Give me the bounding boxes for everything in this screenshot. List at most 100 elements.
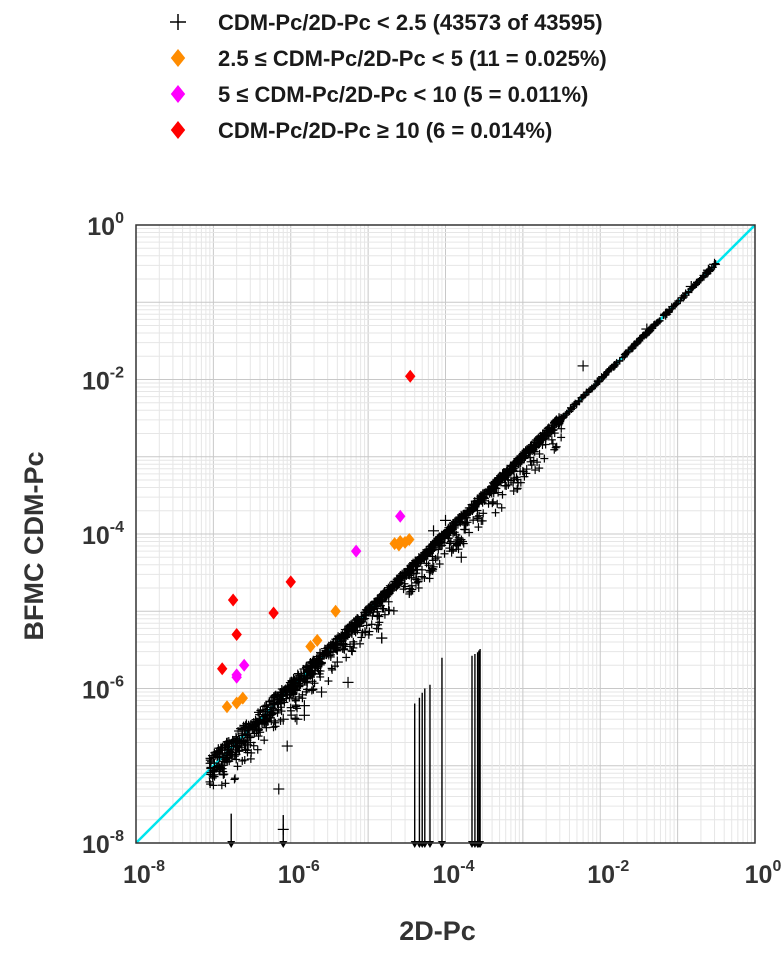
cloud-point: [253, 745, 262, 754]
cloud-point: [269, 698, 278, 707]
cloud-point: [291, 681, 300, 690]
cloud-point: [498, 490, 507, 499]
outlier-point: [298, 709, 310, 721]
cloud-point: [534, 440, 543, 449]
cloud-point: [422, 559, 431, 568]
cloud-point: [494, 488, 503, 497]
cloud-point: [712, 260, 720, 268]
y-tick-label: 10-4: [82, 519, 124, 550]
cloud-point: [307, 686, 316, 695]
cloud-point: [513, 475, 522, 484]
cloud-point: [384, 590, 393, 599]
outlier-point: [702, 264, 714, 276]
outlier-point: [577, 360, 589, 372]
cloud-point: [324, 677, 333, 686]
cloud-point: [351, 621, 360, 630]
cloud-point: [489, 497, 498, 506]
diamond-point: [231, 670, 242, 684]
cloud-point: [616, 357, 624, 365]
cloud-point: [210, 759, 219, 768]
legend-marker: [170, 49, 186, 67]
cloud-point: [250, 729, 259, 738]
legend-label: CDM-Pc/2D-Pc < 2.5 (43573 of 43595): [218, 10, 603, 35]
cloud-point: [592, 380, 600, 388]
cloud-point: [480, 494, 489, 503]
cloud-point: [346, 642, 355, 651]
x-tick-label: 10-8: [123, 858, 165, 889]
cloud-point: [215, 748, 224, 757]
outlier-point: [291, 713, 303, 725]
cloud-point: [314, 655, 323, 664]
cloud-point: [419, 550, 428, 559]
cloud-point: [333, 646, 342, 655]
cloud-point: [593, 377, 601, 385]
cloud-point: [262, 723, 271, 732]
cloud-point: [332, 639, 341, 648]
cloud-point: [497, 503, 506, 512]
diamond-point: [268, 606, 279, 620]
cloud-point: [435, 539, 444, 548]
cloud-point: [535, 449, 544, 458]
outlier-point: [376, 632, 388, 644]
cloud-point: [246, 754, 255, 763]
cloud-point: [345, 622, 354, 631]
cloud-point: [403, 568, 412, 577]
cloud-point: [398, 569, 407, 578]
cloud-point: [300, 674, 309, 683]
cloud-point: [704, 270, 712, 278]
cloud-point: [293, 704, 302, 713]
cloud-point: [449, 545, 458, 554]
outlier-point: [244, 736, 256, 748]
cloud-point: [575, 398, 583, 406]
cloud-point: [454, 514, 463, 523]
cloud-point: [526, 453, 535, 462]
cloud-point: [647, 324, 655, 332]
cloud-point: [446, 537, 455, 546]
cloud-point: [446, 527, 455, 536]
y-tick-label: 10-6: [82, 674, 124, 705]
diamond-point: [216, 662, 228, 676]
cloud-point: [410, 559, 419, 568]
cloud-point: [269, 723, 278, 732]
cloud-point: [509, 486, 518, 495]
cloud-point: [541, 440, 550, 449]
cloud-point: [639, 331, 647, 339]
cloud-point: [241, 721, 250, 730]
outlier-point: [277, 713, 289, 725]
cloud-point: [311, 661, 320, 670]
outlier-point: [455, 551, 467, 563]
cloud-point: [520, 472, 529, 481]
cloud-point: [551, 443, 560, 452]
cloud-point: [339, 639, 348, 648]
cloud-point: [697, 275, 705, 283]
diamond-point: [227, 593, 239, 607]
cloud-point: [364, 630, 373, 639]
diamond-point: [404, 532, 415, 546]
cloud-point: [486, 483, 495, 492]
cloud-point: [630, 341, 638, 349]
cloud-point: [530, 438, 539, 447]
cloud-point: [584, 388, 592, 396]
x-axis-title: 2D-Pc: [399, 916, 476, 946]
cloud-point: [306, 658, 315, 667]
cloud-point: [372, 598, 381, 607]
cloud-point: [636, 336, 644, 344]
cloud-point: [357, 633, 366, 642]
diamond-point: [237, 691, 248, 705]
y-axis-title: BFMC CDM-Pc: [19, 452, 49, 641]
cloud-point: [428, 552, 437, 561]
cloud-point: [405, 588, 414, 597]
cloud-point: [223, 739, 232, 748]
cloud-point: [420, 554, 429, 563]
cloud-point: [373, 607, 382, 616]
cloud-point: [362, 621, 371, 630]
cloud-point: [541, 426, 550, 435]
outlier-point: [273, 783, 285, 795]
cloud-point: [262, 701, 271, 710]
tick-labels: 10-8 10-6 10-4 10-2 100 10-8 10-6 10-4 10-2 100: [82, 210, 782, 889]
legend-marker: [170, 85, 186, 103]
cloud-point: [522, 465, 531, 474]
cloud-point: [623, 349, 631, 357]
y-tick-label: 10-2: [82, 365, 124, 396]
vertical-bar: [425, 684, 434, 848]
